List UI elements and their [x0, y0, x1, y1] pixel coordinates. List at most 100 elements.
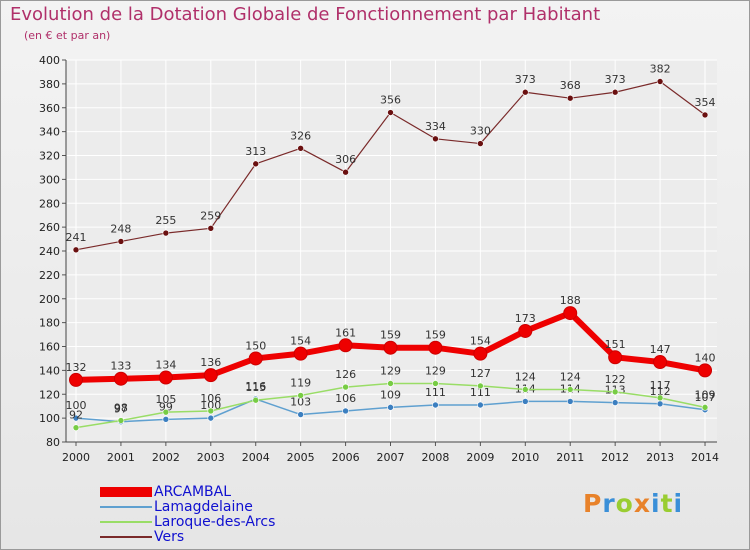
data-label-arcambal: 173: [515, 312, 536, 325]
data-point-lamagdelaine: [521, 398, 529, 405]
data-point-arcambal: [473, 346, 488, 361]
y-tick-label: 240: [39, 245, 60, 258]
data-point-laroque-des-arcs: [72, 424, 80, 431]
data-label-arcambal: 150: [245, 339, 266, 352]
data-label-lamagdelaine: 100: [200, 399, 221, 412]
data-label-lamagdelaine: 109: [380, 388, 401, 401]
data-point-vers: [252, 160, 260, 168]
data-point-vers: [297, 145, 304, 152]
y-tick-label: 220: [39, 269, 60, 282]
legend-label: Vers: [154, 529, 185, 545]
data-point-vers: [207, 225, 215, 232]
data-point-laroque-des-arcs: [477, 382, 484, 390]
data-label-laroque-des-arcs: 106: [200, 392, 221, 405]
logo-letter: i: [673, 489, 684, 518]
data-label-vers: 248: [110, 222, 131, 235]
y-tick-label: 400: [39, 54, 60, 67]
legend-item-arcambal: ARCAMBAL: [100, 484, 231, 500]
data-label-arcambal: 161: [335, 326, 356, 339]
data-point-laroque-des-arcs: [521, 386, 529, 393]
data-label-arcambal: 159: [380, 329, 401, 342]
data-point-arcambal: [698, 363, 713, 378]
data-point-laroque-des-arcs: [566, 386, 574, 393]
data-label-arcambal: 132: [66, 361, 87, 374]
chart-title: Evolution de la Dotation Globale de Fonc…: [10, 4, 601, 25]
y-tick-label: 200: [39, 293, 60, 306]
y-tick-label: 140: [39, 364, 60, 377]
x-tick-label: 2003: [197, 451, 225, 464]
data-label-lamagdelaine: 100: [66, 399, 87, 412]
data-label-laroque-des-arcs: 129: [380, 365, 401, 378]
legend-label: Laroque-des-Arcs: [154, 514, 276, 530]
x-tick-label: 2002: [152, 451, 180, 464]
data-point-arcambal: [608, 350, 623, 365]
x-tick-label: 2010: [511, 451, 539, 464]
legend-swatch: [100, 521, 152, 523]
data-point-vers: [521, 88, 529, 96]
x-tick-label: 2001: [107, 451, 135, 464]
data-label-vers: 373: [515, 73, 536, 86]
data-point-vers: [477, 140, 484, 147]
y-tick-label: 320: [39, 150, 60, 163]
data-label-laroque-des-arcs: 117: [650, 379, 671, 392]
data-label-laroque-des-arcs: 109: [695, 388, 716, 401]
logo-letter: r: [602, 489, 616, 518]
data-point-arcambal: [518, 323, 533, 338]
data-point-arcambal: [203, 368, 218, 383]
data-label-vers: 330: [470, 125, 491, 138]
x-tick-label: 2012: [601, 451, 629, 464]
data-label-vers: 382: [650, 62, 671, 75]
data-label-laroque-des-arcs: 124: [515, 370, 536, 383]
data-label-lamagdelaine: 97: [114, 403, 128, 416]
data-label-vers: 313: [245, 145, 266, 158]
x-tick-label: 2008: [421, 451, 449, 464]
data-label-arcambal: 136: [200, 356, 221, 369]
logo-letter: i: [651, 489, 661, 518]
data-point-arcambal: [563, 306, 578, 321]
data-point-laroque-des-arcs: [611, 388, 619, 396]
data-label-laroque-des-arcs: 126: [335, 368, 356, 381]
y-tick-label: 360: [39, 102, 60, 115]
data-point-vers: [387, 109, 394, 116]
data-label-arcambal: 188: [560, 294, 581, 307]
data-point-lamagdelaine: [342, 407, 349, 415]
data-label-vers: 326: [290, 129, 311, 142]
data-label-arcambal: 154: [290, 335, 311, 348]
data-label-lamagdelaine: 107: [695, 391, 716, 404]
data-label-laroque-des-arcs: 124: [560, 370, 581, 383]
data-label-arcambal: 151: [605, 338, 626, 351]
data-point-lamagdelaine: [477, 401, 484, 409]
data-point-lamagdelaine: [72, 414, 80, 422]
data-label-vers: 334: [425, 120, 446, 133]
data-label-vers: 241: [66, 231, 87, 244]
legend-item-vers: Vers: [100, 529, 185, 545]
data-point-lamagdelaine: [611, 399, 619, 406]
data-label-vers: 259: [200, 209, 221, 222]
data-label-arcambal: 134: [155, 359, 176, 372]
data-point-arcambal: [248, 351, 263, 366]
data-point-laroque-des-arcs: [701, 404, 709, 411]
data-point-laroque-des-arcs: [162, 408, 170, 416]
data-point-vers: [656, 78, 664, 85]
logo-letter: P: [583, 489, 603, 518]
data-point-vers: [162, 229, 170, 237]
data-point-vers: [117, 238, 125, 245]
data-point-laroque-des-arcs: [342, 383, 349, 391]
data-label-lamagdelaine: 106: [335, 392, 356, 405]
y-tick-label: 280: [39, 197, 60, 210]
data-point-lamagdelaine: [432, 401, 439, 409]
data-label-vers: 255: [155, 214, 176, 227]
data-label-lamagdelaine: 103: [290, 396, 311, 409]
data-label-laroque-des-arcs: 127: [470, 367, 491, 380]
data-point-lamagdelaine: [297, 411, 304, 418]
data-point-arcambal: [338, 338, 353, 353]
x-tick-label: 2009: [466, 451, 494, 464]
data-label-lamagdelaine: 112: [650, 385, 671, 398]
data-point-lamagdelaine: [656, 400, 664, 408]
logo-letter: o: [615, 489, 634, 518]
x-tick-label: 2006: [332, 451, 360, 464]
data-point-laroque-des-arcs: [432, 380, 439, 387]
x-tick-label: 2004: [242, 451, 270, 464]
data-label-vers: 373: [605, 73, 626, 86]
data-point-vers: [432, 135, 439, 143]
